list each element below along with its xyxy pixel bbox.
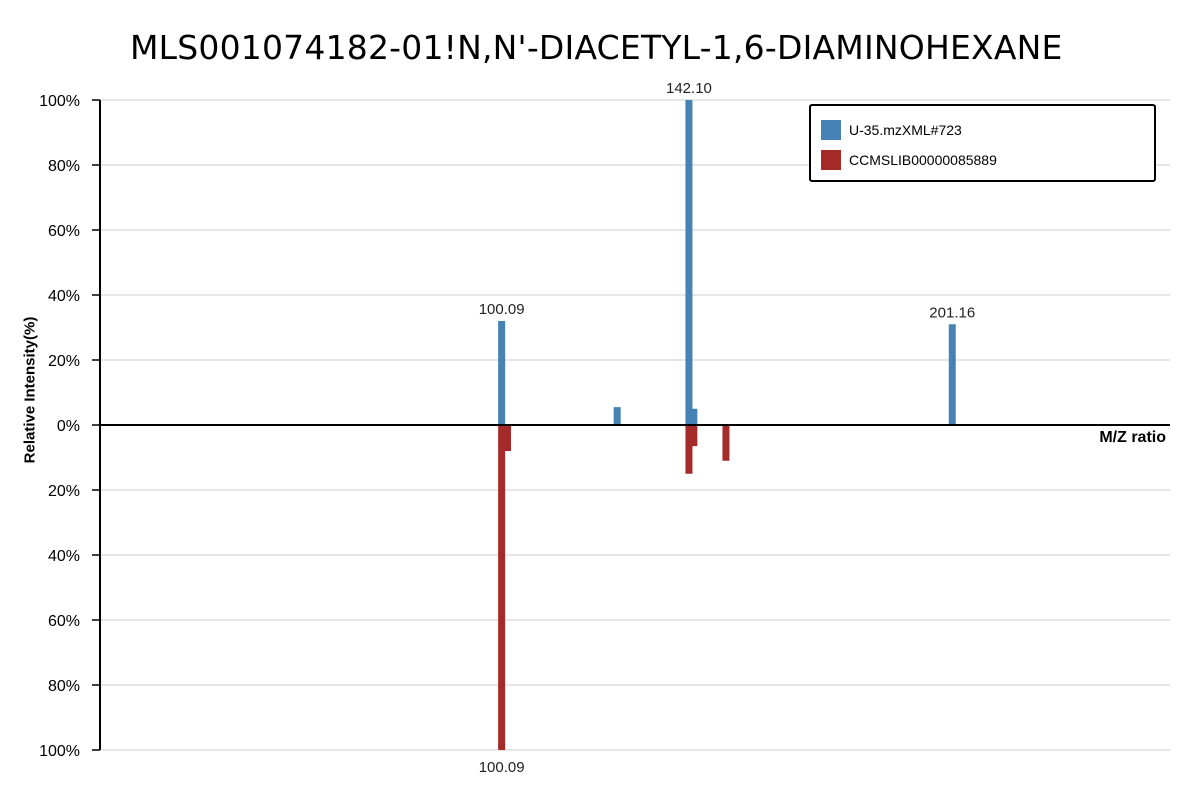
- peak-label-bottom: 100.09: [479, 759, 525, 776]
- y-tick-label: 60%: [48, 223, 80, 240]
- peak-bar-bottom: [498, 425, 506, 750]
- y-axis-label: Relative Intensity(%): [21, 316, 39, 464]
- y-tick-label: 20%: [48, 353, 80, 370]
- peak-bar-bottom: [722, 425, 730, 461]
- peak-bar-bottom: [690, 425, 698, 447]
- legend-item-bottom[interactable]: CCMSLIB00000085889: [821, 150, 997, 170]
- y-tick-label: 40%: [48, 288, 80, 305]
- y-tick-label: 80%: [48, 678, 80, 695]
- peak-bar-top: [685, 100, 693, 425]
- y-tick-label: 0%: [57, 418, 80, 435]
- peak-label-top: 100.09: [479, 301, 525, 318]
- chart-title: MLS001074182-01!N,N'-DIACETYL-1,6-DIAMIN…: [130, 28, 1063, 67]
- y-tick-label: 40%: [48, 548, 80, 565]
- peak-label-top: 142.10: [666, 80, 712, 97]
- peak-label-top: 201.16: [929, 304, 975, 321]
- legend: U-35.mzXML#723 CCMSLIB00000085889: [809, 104, 1156, 182]
- peak-bar-top: [613, 407, 621, 425]
- y-tick-label: 100%: [39, 93, 80, 110]
- peak-bar-top: [948, 324, 956, 425]
- y-tick-label: 100%: [39, 743, 80, 760]
- y-tick-label: 80%: [48, 158, 80, 175]
- y-tick-label: 60%: [48, 613, 80, 630]
- peak-bar-bottom: [685, 425, 693, 474]
- peak-bar-top: [498, 321, 506, 425]
- peak-bar-top: [690, 408, 698, 425]
- legend-label-top: U-35.mzXML#723: [849, 122, 962, 138]
- legend-swatch-bottom: [821, 150, 841, 170]
- peak-bar-bottom: [503, 425, 511, 451]
- legend-label-bottom: CCMSLIB00000085889: [849, 152, 997, 168]
- y-tick-label: 20%: [48, 483, 80, 500]
- x-axis-label: M/Z ratio: [1099, 429, 1166, 446]
- legend-item-top[interactable]: U-35.mzXML#723: [821, 120, 962, 140]
- legend-swatch-top: [821, 120, 841, 140]
